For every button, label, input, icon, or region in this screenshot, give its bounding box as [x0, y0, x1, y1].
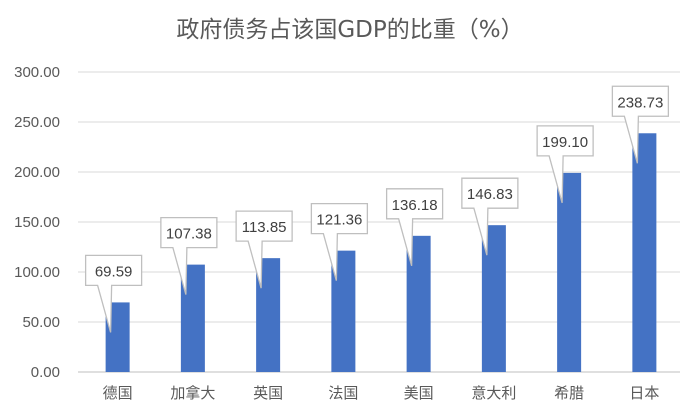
x-category-label: 英国 — [253, 384, 283, 402]
data-label-value: 107.38 — [166, 226, 212, 243]
y-tick-label: 150.00 — [14, 214, 60, 231]
bar — [557, 172, 582, 372]
y-tick-label: 50.00 — [22, 314, 60, 331]
data-label-value: 121.36 — [316, 212, 362, 229]
data-label-value: 69.59 — [95, 263, 133, 280]
data-label-callout — [385, 188, 444, 266]
data-label-value: 238.73 — [617, 94, 663, 111]
x-category-label: 希腊 — [554, 384, 584, 402]
data-label-callout — [611, 85, 670, 164]
data-label-value: 199.10 — [542, 134, 588, 151]
data-labels: 69.59 107.38 113.85 121.36 136.18 146.83 199.1… — [84, 85, 670, 333]
x-category-label: 美国 — [404, 384, 434, 402]
x-category-label: 法国 — [328, 384, 358, 402]
data-label-callout — [310, 202, 369, 281]
data-label-callout — [84, 254, 143, 333]
x-axis-categories: 德国 加拿大 英国 法国 美国 意大利 希腊 日本 — [103, 384, 660, 402]
y-tick-label: 200.00 — [14, 164, 60, 181]
data-label-value: 146.83 — [467, 186, 513, 203]
data-label-value: 113.85 — [242, 219, 287, 236]
data-label-callout — [160, 216, 218, 295]
bar — [632, 133, 657, 372]
y-tick-label: 0.00 — [31, 364, 60, 381]
y-axis-ticks: 0.00 50.00 100.00 150.00 200.00 250.00 300.00 — [14, 64, 60, 381]
data-label-callout — [536, 125, 594, 204]
x-category-label: 加拿大 — [170, 384, 215, 402]
x-category-label: 意大利 — [471, 384, 516, 402]
chart-title: 政府债务占该国GDP的比重（%） — [176, 17, 524, 43]
data-label-callout — [235, 210, 293, 289]
data-label-value: 136.18 — [392, 197, 438, 214]
data-label-callout — [461, 177, 519, 256]
y-tick-label: 250.00 — [14, 114, 60, 131]
y-tick-label: 100.00 — [14, 264, 60, 281]
x-category-label: 日本 — [629, 384, 659, 402]
x-category-label: 德国 — [103, 384, 133, 402]
y-tick-label: 300.00 — [14, 64, 60, 81]
bars — [105, 133, 657, 372]
